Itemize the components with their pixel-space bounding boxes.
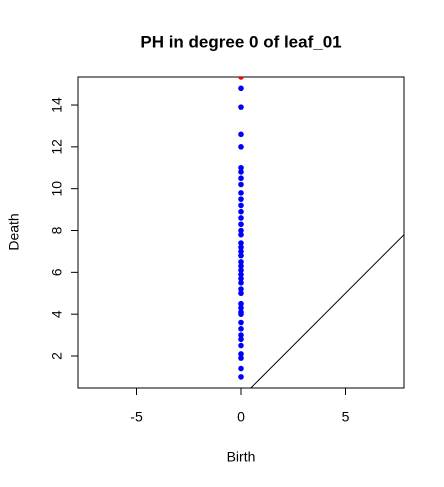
y-tick-label: 8: [49, 226, 65, 234]
point: [238, 190, 244, 196]
point: [238, 104, 244, 110]
x-tick-label: 0: [237, 409, 245, 425]
point: [238, 290, 244, 297]
y-tick-label: 12: [49, 139, 65, 155]
point: [238, 300, 244, 307]
point: [238, 208, 244, 215]
point: [238, 336, 244, 343]
point: [238, 267, 244, 274]
point: [238, 355, 244, 361]
point: [238, 77, 244, 80]
point: [238, 374, 244, 380]
point: [238, 332, 244, 338]
point: [238, 231, 244, 238]
point: [238, 227, 244, 234]
y-tick-label: 14: [49, 97, 65, 113]
point: [238, 309, 244, 315]
point: [238, 169, 244, 175]
y-axis-label: Death: [6, 213, 22, 250]
point: [238, 271, 244, 278]
point: [238, 221, 244, 228]
point: [238, 244, 244, 251]
point: [238, 263, 244, 269]
point: [238, 305, 244, 311]
diagonal: [250, 234, 404, 388]
point: [238, 286, 244, 292]
point: [238, 196, 244, 202]
chart-title: PH in degree 0 of leaf_01: [140, 32, 341, 51]
point: [238, 342, 244, 349]
plot-area: [238, 77, 404, 388]
point: [238, 259, 244, 265]
x-axis-label: Birth: [227, 449, 256, 465]
y-tick-label: 4: [49, 310, 65, 318]
point: [238, 85, 244, 92]
point: [238, 279, 244, 286]
point: [238, 164, 244, 171]
point: [238, 175, 244, 182]
point: [238, 240, 244, 246]
point: [238, 202, 244, 209]
point: [238, 248, 244, 255]
point: [238, 275, 244, 282]
x-tick-label: -5: [130, 409, 143, 425]
point: [238, 131, 244, 138]
point: [238, 252, 244, 259]
point: [238, 319, 244, 326]
y-tick-label: 6: [49, 268, 65, 276]
y-tick-label: 2: [49, 352, 65, 360]
point: [238, 144, 244, 150]
point: [238, 181, 244, 188]
point: [238, 365, 244, 372]
point: [238, 351, 244, 357]
x-tick-label: 5: [342, 409, 350, 425]
point: [238, 326, 244, 332]
point: [238, 215, 244, 221]
y-tick-label: 10: [49, 181, 65, 197]
